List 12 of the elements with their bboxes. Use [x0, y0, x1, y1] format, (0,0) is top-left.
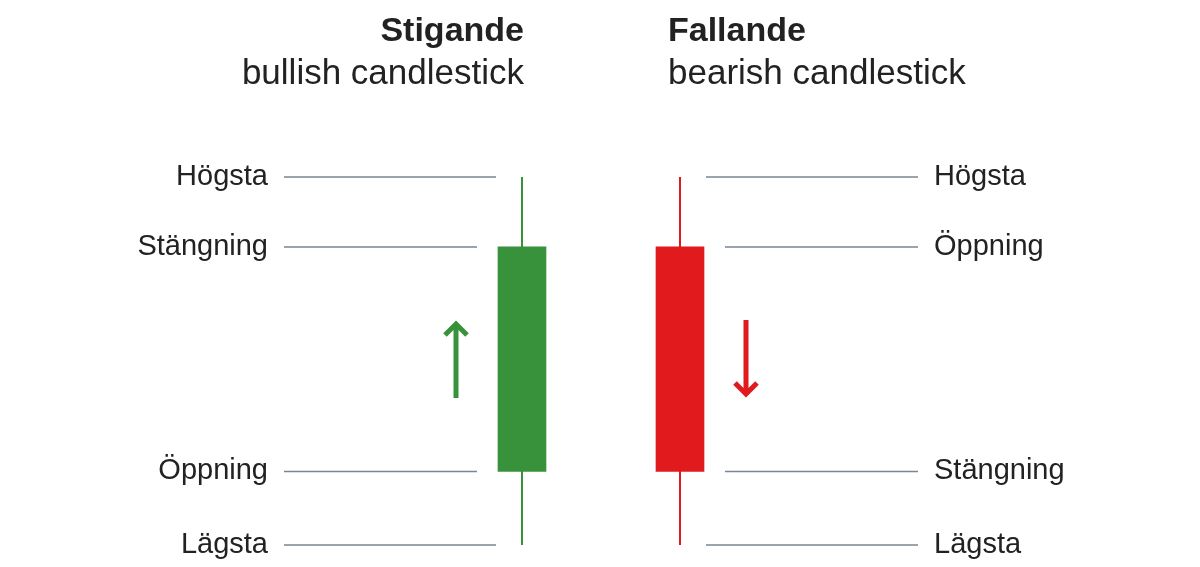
text: Stängning	[137, 228, 268, 261]
text: Öppning	[934, 228, 1044, 261]
text: Stängning	[934, 453, 1065, 486]
text: Högsta	[934, 159, 1027, 191]
text: Lägsta	[180, 527, 269, 559]
text: bearish candlestick	[668, 52, 967, 91]
x-tick-label: Fallande	[668, 10, 806, 48]
text: Öppning	[158, 453, 268, 486]
text: Högsta	[176, 159, 269, 191]
text: bullish candlestick	[241, 52, 525, 91]
text: Lägsta	[934, 527, 1022, 559]
x-tick-label: Stigande	[380, 10, 524, 48]
